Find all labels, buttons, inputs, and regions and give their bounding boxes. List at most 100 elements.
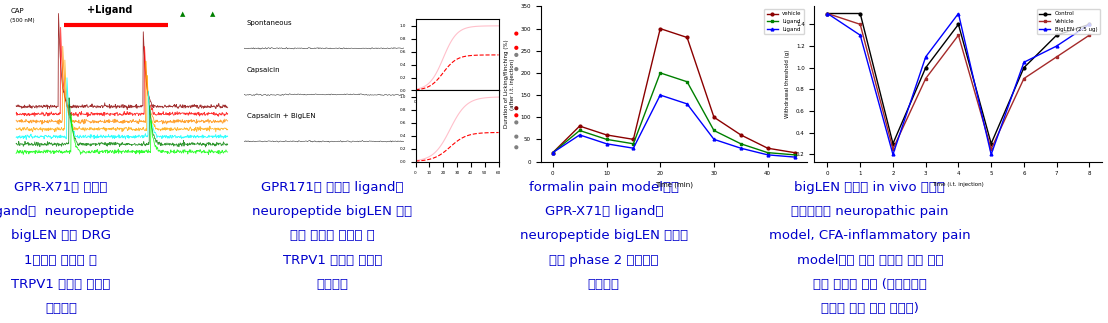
Ligand — [735, 142, 748, 146]
Control — [886, 142, 900, 146]
BigLEN (2.5 ug) — [919, 55, 932, 59]
Ligand — [654, 93, 667, 97]
Text: Capsaicin: Capsaicin — [247, 67, 280, 73]
Ligand — [627, 146, 640, 150]
Text: +Ligand: +Ligand — [88, 5, 132, 15]
Point — [507, 52, 525, 57]
vehicle — [546, 151, 560, 155]
X-axis label: Time (i.t. injection): Time (i.t. injection) — [933, 182, 984, 187]
Text: GPR-X71의 내인성: GPR-X71의 내인성 — [14, 181, 107, 194]
Point — [507, 31, 525, 36]
Text: CAP: CAP — [10, 8, 23, 14]
Ligand — [546, 151, 560, 155]
Ligand — [761, 153, 774, 157]
BigLEN (2.5 ug) — [985, 152, 998, 156]
Ligand — [788, 155, 801, 159]
Point — [507, 120, 525, 125]
Text: ▲: ▲ — [211, 11, 216, 17]
vehicle — [654, 27, 667, 31]
Text: 1차배양 플래폼 상: 1차배양 플래폼 상 — [24, 254, 98, 266]
Ligand — [707, 137, 720, 141]
BigLEN (2.5 ug) — [821, 12, 834, 16]
X-axis label: Time (min): Time (min) — [655, 182, 692, 188]
BigLEN (2.5 ug) — [1050, 44, 1064, 48]
Text: model, CFA-inflammatory pain: model, CFA-inflammatory pain — [769, 229, 971, 242]
Point — [507, 113, 525, 118]
Legend: Control, Vehicle, BigLEN (2.5 ug): Control, Vehicle, BigLEN (2.5 ug) — [1037, 9, 1099, 34]
BigLEN (2.5 ug) — [886, 152, 900, 156]
vehicle — [627, 137, 640, 141]
Text: TRPV1 반응의 강력한: TRPV1 반응의 강력한 — [283, 254, 382, 266]
Y-axis label: Duration of Licking/flinching (%)
(after i.t. injection): Duration of Licking/flinching (%) (after… — [504, 40, 515, 128]
Vehicle — [1050, 55, 1064, 59]
Line: Control: Control — [827, 12, 1090, 145]
Vehicle — [1083, 33, 1096, 37]
Control — [919, 66, 932, 70]
Text: Spontaneous: Spontaneous — [247, 20, 293, 26]
Vehicle — [952, 33, 965, 37]
Point — [507, 67, 525, 72]
Ligand — [735, 146, 748, 150]
Text: formalin pain model에서: formalin pain model에서 — [529, 181, 679, 194]
Text: ▲: ▲ — [179, 11, 185, 17]
Text: 진통효과: 진통효과 — [588, 278, 619, 291]
Text: GPR-X71의 ligand인: GPR-X71의 ligand인 — [545, 205, 663, 218]
Line: BigLEN (2.5 ug): BigLEN (2.5 ug) — [827, 12, 1090, 156]
Text: 의한 phase 2 특이적인: 의한 phase 2 특이적인 — [550, 254, 658, 266]
Ligand — [761, 151, 774, 155]
Line: Vehicle: Vehicle — [827, 12, 1090, 151]
Ligand — [654, 71, 667, 75]
vehicle — [680, 36, 694, 39]
Control — [1083, 22, 1096, 26]
Control — [1017, 66, 1030, 70]
Line: vehicle: vehicle — [552, 27, 796, 154]
BigLEN (2.5 ug) — [853, 33, 866, 37]
Point — [507, 145, 525, 150]
Point — [507, 134, 525, 139]
Ligand — [680, 102, 694, 106]
Vehicle — [853, 22, 866, 26]
Text: model에서 전단 통증과 열성 통증: model에서 전단 통증과 열성 통증 — [797, 254, 943, 266]
Ligand — [599, 142, 613, 146]
Control — [1050, 33, 1064, 37]
Control — [985, 142, 998, 146]
Text: bigLEN 투여는 in vivo 질환성: bigLEN 투여는 in vivo 질환성 — [794, 181, 945, 194]
Line: Ligand: Ligand — [552, 71, 796, 156]
Text: 통증모델인 neuropathic pain: 통증모델인 neuropathic pain — [791, 205, 948, 218]
Text: ligand인  neuropeptide: ligand인 neuropeptide — [0, 205, 134, 218]
Text: (500 nM): (500 nM) — [10, 18, 34, 23]
Ligand — [788, 153, 801, 157]
Text: 척수강 주사 모두 효과적): 척수강 주사 모두 효과적) — [821, 302, 919, 315]
Text: GPR171의 내인성 ligand인: GPR171의 내인성 ligand인 — [261, 181, 403, 194]
Control — [952, 22, 965, 26]
Vehicle — [919, 77, 932, 80]
Ligand — [546, 151, 560, 155]
BigLEN (2.5 ug) — [1017, 60, 1030, 64]
Ligand — [707, 129, 720, 132]
Vehicle — [985, 147, 998, 151]
Text: Capsaicin + BigLEN: Capsaicin + BigLEN — [247, 113, 316, 119]
Text: neuropeptide bigLEN 의한: neuropeptide bigLEN 의한 — [253, 205, 412, 218]
Text: 억제효과: 억제효과 — [317, 278, 348, 291]
Ligand — [573, 129, 586, 132]
Vehicle — [886, 147, 900, 151]
Text: TRPV1 반응의 강력한: TRPV1 반응의 강력한 — [11, 278, 111, 291]
Point — [507, 45, 525, 50]
Y-axis label: Withdrawal threshold (g): Withdrawal threshold (g) — [786, 50, 790, 118]
Vehicle — [821, 12, 834, 16]
BigLEN (2.5 ug) — [952, 12, 965, 16]
Point — [507, 106, 525, 111]
vehicle — [735, 133, 748, 137]
Text: bigLEN 의한 DRG: bigLEN 의한 DRG — [11, 229, 111, 242]
Ligand — [680, 80, 694, 84]
Control — [821, 12, 834, 16]
Legend: vehicle, Ligand, Ligand: vehicle, Ligand, Ligand — [765, 9, 803, 34]
vehicle — [761, 146, 774, 150]
Text: 척수 시냅스 플래폼 상: 척수 시냅스 플래폼 상 — [290, 229, 375, 242]
Line: Ligand: Ligand — [552, 94, 796, 159]
vehicle — [707, 115, 720, 119]
vehicle — [788, 151, 801, 155]
BigLEN (2.5 ug) — [1083, 22, 1096, 26]
Text: 모두 효과를 보임 (말초주사와: 모두 효과를 보임 (말초주사와 — [813, 278, 926, 291]
Ligand — [573, 133, 586, 137]
